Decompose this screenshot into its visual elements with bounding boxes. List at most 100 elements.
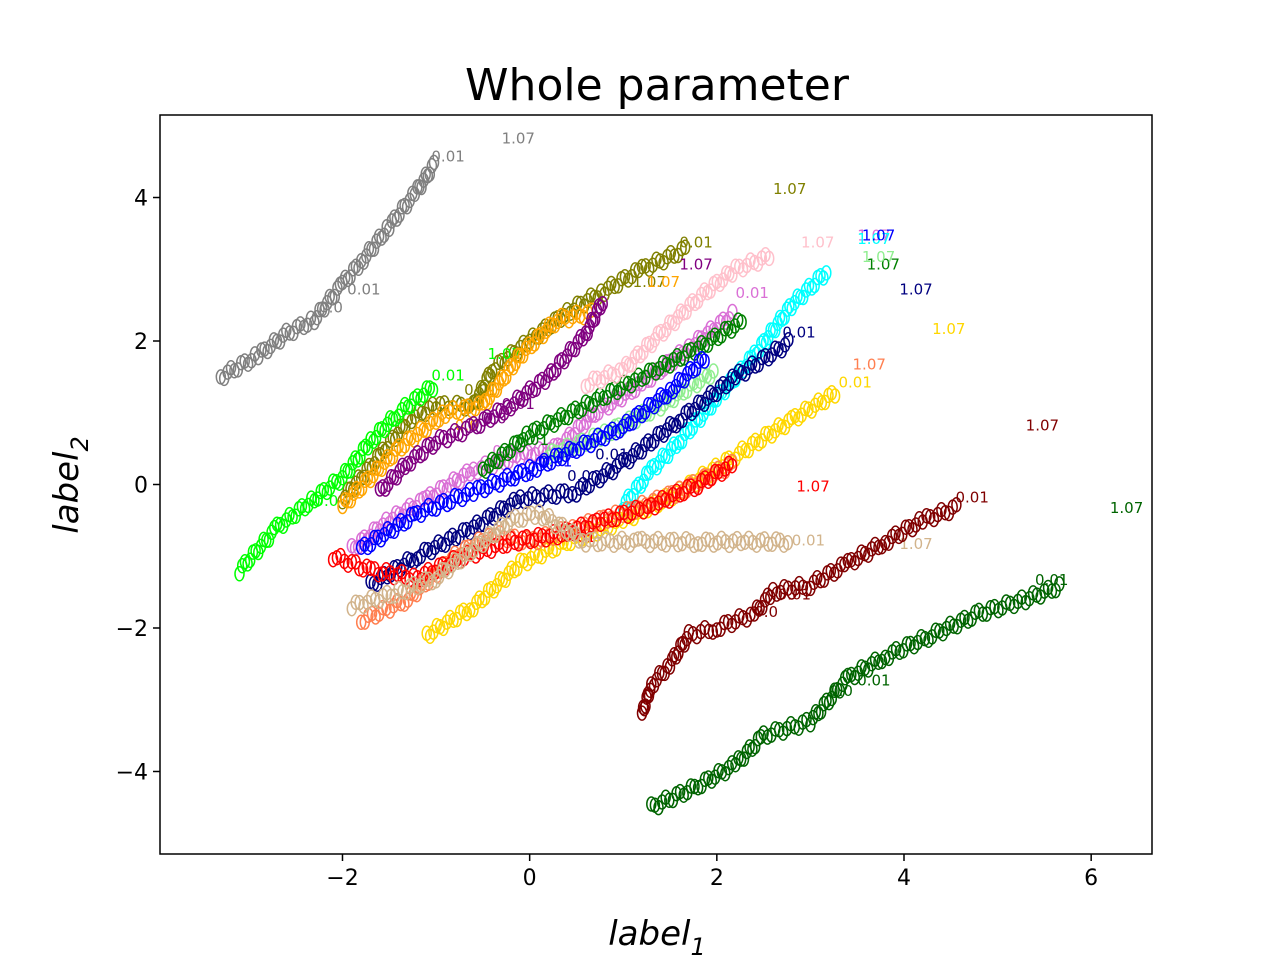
- data-point: [437, 561, 448, 578]
- data-point: [809, 397, 821, 413]
- data-point: [421, 380, 432, 396]
- data-point: [709, 463, 721, 480]
- data-point: [708, 363, 719, 379]
- data-point: [765, 589, 776, 606]
- data-point: [686, 341, 698, 357]
- data-point: [408, 449, 420, 465]
- data-point: [242, 556, 253, 572]
- data-point: [726, 457, 738, 474]
- data-point: [426, 158, 438, 174]
- data-point: [530, 381, 542, 398]
- data-point: [513, 464, 524, 480]
- data-point: [977, 606, 989, 622]
- data-point: [842, 667, 854, 684]
- data-point: [290, 508, 301, 525]
- data-point: [424, 415, 436, 431]
- point-label: 0.01: [431, 148, 464, 166]
- x-tick-label: 0: [523, 866, 537, 891]
- data-point: [658, 427, 670, 443]
- data-point: [665, 441, 677, 457]
- data-point: [766, 428, 778, 444]
- data-point: [505, 443, 517, 459]
- data-point: [521, 425, 532, 441]
- data-point: [930, 622, 941, 639]
- data-point: [271, 516, 283, 532]
- data-point: [377, 599, 389, 616]
- data-point: [399, 459, 411, 476]
- data-point: [672, 536, 684, 553]
- data-point: [809, 277, 820, 294]
- data-point: [464, 602, 476, 618]
- point-label: 0.01: [736, 284, 769, 302]
- data-point: [633, 444, 645, 460]
- point-label: 0.01: [347, 280, 380, 298]
- data-point: [541, 414, 553, 430]
- data-point: [429, 539, 441, 556]
- data-series: 0.011.07: [477, 255, 900, 479]
- data-point: [749, 738, 761, 755]
- series-end-label: 1.07: [899, 535, 932, 553]
- data-point: [642, 396, 654, 413]
- data-point: [387, 411, 399, 427]
- data-point: [405, 398, 417, 414]
- data-point: [458, 467, 469, 484]
- data-point: [866, 655, 877, 672]
- data-point: [755, 728, 767, 745]
- data-point: [799, 400, 811, 417]
- point-label: 0.0: [567, 467, 591, 485]
- data-point: [815, 704, 827, 720]
- data-point: [806, 403, 818, 419]
- x-axis-label: label1: [608, 914, 706, 960]
- data-point: [433, 412, 445, 428]
- data-point: [549, 448, 561, 464]
- data-point: [664, 314, 675, 330]
- data-point: [730, 258, 741, 275]
- data-point: [677, 412, 688, 429]
- data-point: [597, 295, 608, 312]
- data-point: [779, 309, 790, 326]
- data-point: [823, 694, 835, 711]
- data-point: [572, 334, 584, 350]
- data-series: 0.00.010.011.07: [646, 499, 1143, 816]
- data-point: [582, 325, 593, 342]
- data-point: [329, 288, 341, 305]
- data-point: [736, 314, 747, 330]
- axes-frame: [159, 114, 1153, 855]
- data-point: [365, 560, 376, 577]
- data-point: [375, 532, 387, 548]
- data-point: [873, 539, 884, 556]
- data-point: [873, 654, 884, 671]
- data-point: [458, 399, 470, 415]
- data-point: [638, 344, 649, 361]
- data-point: [743, 359, 755, 376]
- data-point: [639, 700, 650, 717]
- data-point: [815, 572, 826, 589]
- series-end-label: 1.07: [857, 227, 890, 245]
- data-point: [842, 552, 854, 569]
- data-point: [900, 519, 911, 535]
- data-point: [669, 248, 680, 264]
- data-point: [623, 357, 635, 373]
- series-end-label: 1.07: [862, 248, 895, 266]
- data-point: [951, 496, 962, 513]
- data-point: [471, 535, 482, 552]
- data-point: [379, 526, 390, 543]
- data-point: [658, 326, 669, 342]
- data-point: [309, 314, 320, 331]
- data-point: [505, 471, 517, 487]
- series-end-label: 1.07: [801, 234, 834, 252]
- data-point: [424, 628, 436, 645]
- data-point: [653, 495, 664, 511]
- data-point: [826, 690, 838, 707]
- data-point: [754, 600, 765, 616]
- data-point: [602, 280, 614, 296]
- data-point: [626, 378, 637, 394]
- data-point: [497, 538, 509, 555]
- data-point: [723, 759, 734, 776]
- data-point: [598, 390, 609, 407]
- data-point: [368, 433, 379, 450]
- data-point: [385, 469, 397, 485]
- data-point: [658, 255, 669, 271]
- data-point: [617, 451, 629, 468]
